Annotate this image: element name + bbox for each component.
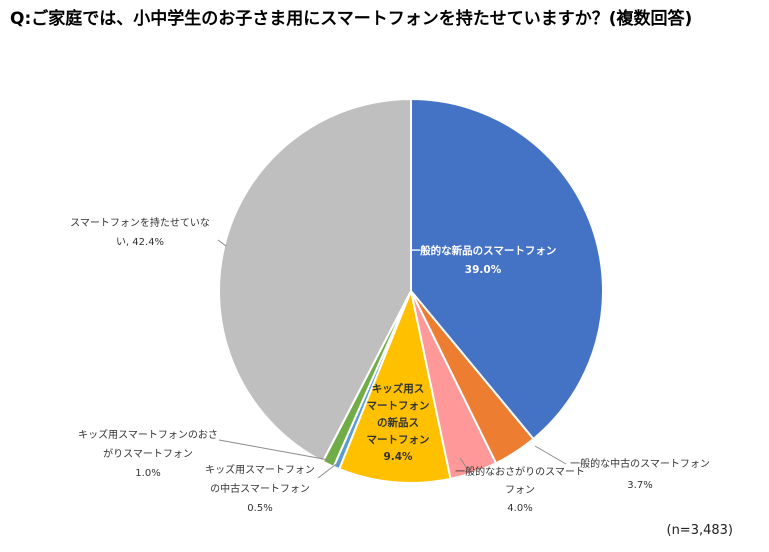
leader-line: [218, 439, 330, 461]
pie-slice: [337, 287, 452, 484]
sample-size-note: (n=3,483): [666, 523, 734, 538]
leader-line: [217, 239, 227, 247]
pie-slice: [410, 97, 604, 441]
slice-label: キッズ用スマートフォンの新品スマートフォン 9.4%: [367, 382, 430, 463]
slice-label: 一般的な中古のスマートフォン 3.7%: [570, 457, 710, 491]
slice-label: キッズ用スマートフォンの中古スマートフォン 0.5%: [205, 463, 315, 514]
slice-label: 一般的な新品のスマートフォン 39.0%: [410, 244, 557, 276]
slice-label: 一般的なおさがりのスマートフォン 4.0%: [455, 465, 585, 514]
leader-line: [459, 457, 471, 474]
leader-line: [317, 461, 340, 479]
pie-slice: [218, 97, 412, 463]
slice-label: キッズ用スマートフォンのおさがりスマートフォン 1.0%: [78, 428, 218, 479]
slice-label: スマートフォンを持たせていない, 42.4%: [70, 216, 210, 248]
leader-line: [534, 445, 567, 465]
chart-title: Q:ご家庭では、小中学生のお子さま用にスマートフォンを持たせていますか？(複数回…: [10, 9, 693, 29]
